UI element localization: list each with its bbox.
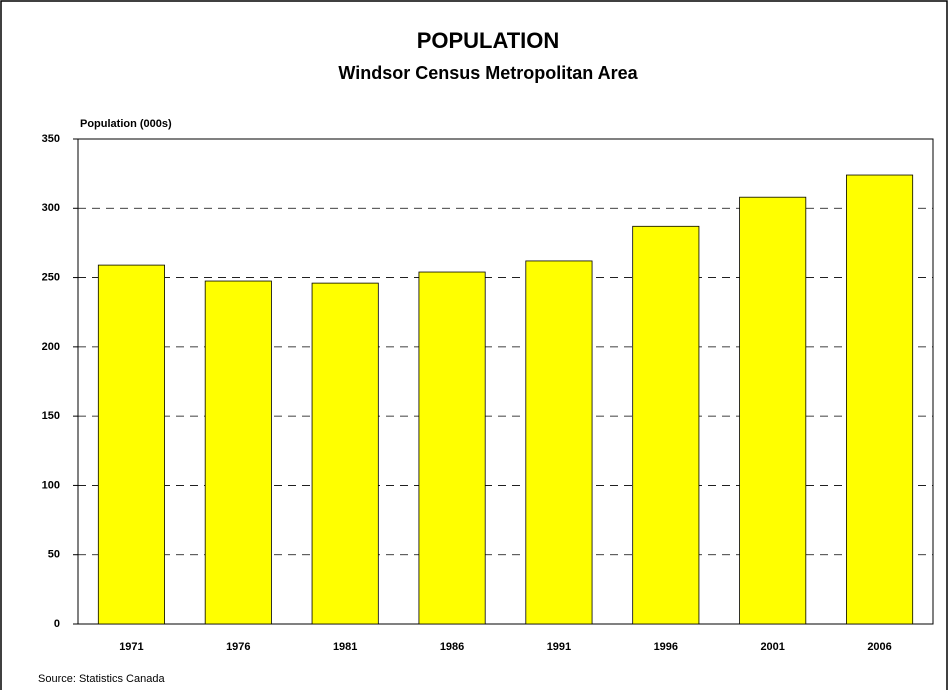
y-tick-label: 50	[48, 549, 60, 561]
bar	[632, 225, 700, 625]
x-tick-label: 1986	[440, 641, 464, 653]
bar	[311, 282, 379, 625]
bar	[418, 271, 486, 625]
x-tick-label: 1976	[226, 641, 250, 653]
source-note: Source: Statistics Canada	[38, 673, 165, 685]
bar	[846, 174, 914, 625]
y-tick-label: 0	[54, 618, 60, 630]
plot-area	[77, 138, 934, 625]
x-tick-label: 1971	[119, 641, 143, 653]
bar	[525, 260, 593, 625]
y-tick-label: 300	[42, 202, 60, 214]
y-tick-label: 200	[42, 341, 60, 353]
x-tick-label: 1991	[547, 641, 571, 653]
y-axis-label: Population (000s)	[80, 118, 172, 130]
y-tick-label: 150	[42, 410, 60, 422]
chart-subtitle: Windsor Census Metropolitan Area	[338, 63, 638, 83]
x-tick-label: 1981	[333, 641, 357, 653]
bar	[97, 264, 165, 625]
x-tick-label: 2001	[760, 641, 784, 653]
x-tick-label: 2006	[867, 641, 891, 653]
y-tick-label: 250	[42, 271, 60, 283]
chart-title: POPULATION	[417, 28, 560, 53]
y-tick-label: 100	[42, 479, 60, 491]
bar	[739, 196, 807, 625]
y-tick-label: 350	[42, 133, 60, 145]
bar	[204, 280, 272, 625]
x-tick-label: 1996	[654, 641, 678, 653]
